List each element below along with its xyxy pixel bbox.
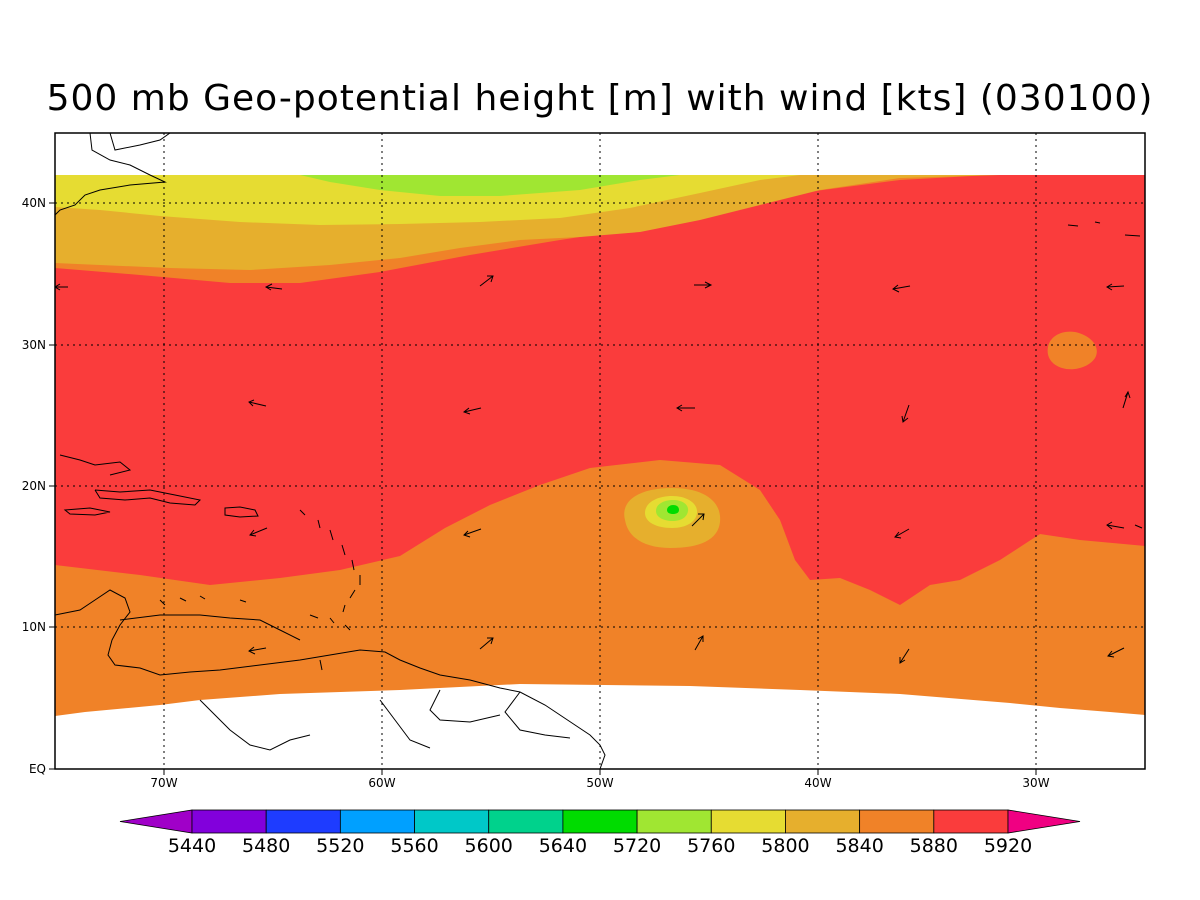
x-tick-label: 30W: [1022, 776, 1049, 790]
south-america-coast: [55, 589, 606, 769]
arrow-icon: [1106, 283, 1125, 291]
arrow-icon: [479, 275, 494, 287]
arrow-icon: [264, 283, 283, 291]
arrow-icon: [1122, 390, 1131, 409]
colorbar-swatch: [414, 809, 490, 834]
arrow-icon: [249, 527, 268, 537]
colorbar-swatch: [265, 809, 341, 834]
x-tick-label: 60W: [368, 776, 395, 790]
colorbar: 5440 5480 5520 5560 5600 5640 5720 5760 5800 5840…: [119, 809, 1081, 857]
colorbar-label: 5640: [539, 835, 587, 857]
colorbar-label: 5760: [687, 835, 735, 857]
colorbar-swatch: [859, 809, 935, 834]
north-america-coast-upper: [109, 133, 171, 151]
colorbar-swatch: [339, 809, 415, 834]
arrow-icon: [248, 646, 267, 655]
azores-islands: [1067, 221, 1141, 237]
colorbar-label: 5600: [465, 835, 513, 857]
x-tick-label: 70W: [150, 776, 177, 790]
colorbar-label: 5800: [761, 835, 809, 857]
colorbar-label: 5920: [984, 835, 1032, 857]
colorbar-swatch: [933, 809, 1009, 834]
contour-5920: [55, 175, 1145, 605]
contour-5880-blob: [1047, 331, 1097, 370]
x-tick-label: 40W: [804, 776, 831, 790]
lesser-antilles: [299, 509, 361, 613]
colorbar-label: 5440: [168, 835, 216, 857]
arrow-icon: [55, 283, 68, 291]
wind-vectors: [55, 275, 1131, 664]
colorbar-label: 5840: [835, 835, 883, 857]
colorbar-swatch: [785, 809, 861, 834]
colorbar-swatch: [636, 809, 712, 834]
x-tick-label: 50W: [586, 776, 613, 790]
y-tick-label: 20N: [22, 479, 46, 493]
contour-low-5720: [667, 505, 679, 514]
grid-lines: [55, 133, 1145, 769]
caribbean-small-islands: [159, 595, 351, 671]
y-tick-label: 10N: [22, 620, 46, 634]
arrow-icon: [676, 404, 695, 412]
arrow-icon: [1106, 521, 1125, 530]
arrow-icon: [1107, 647, 1125, 658]
arrow-icon: [463, 528, 482, 538]
arrow-icon: [901, 404, 910, 423]
colorbar-swatch: [710, 809, 786, 834]
colorbar-swatch: [1007, 809, 1081, 834]
north-america-coast: [55, 133, 167, 216]
y-tick-label: 40N: [22, 196, 46, 210]
colorbar-label: 5880: [910, 835, 958, 857]
contour-5760: [300, 175, 680, 196]
arrow-icon: [479, 637, 494, 650]
plot-area: [55, 133, 1145, 769]
arrow-icon: [694, 281, 713, 289]
chart-title: 500 mb Geo-potential height [m] with win…: [46, 78, 1154, 119]
colorbar-label: 5520: [316, 835, 364, 857]
y-tick-label: EQ: [29, 762, 46, 776]
colorbar-swatch: [562, 809, 638, 834]
arrow-icon: [691, 513, 705, 527]
contour-5800: [55, 175, 800, 225]
axis-ticks: [49, 202, 1037, 775]
arrow-icon: [892, 284, 911, 293]
colorbar-swatch: [191, 809, 267, 834]
colorbar-swatch: [488, 809, 564, 834]
arrow-icon: [694, 635, 704, 651]
arrow-icon: [894, 528, 910, 539]
colorbar-label: 5480: [242, 835, 290, 857]
colorbar-label: 5560: [390, 835, 438, 857]
arrow-icon: [248, 399, 267, 407]
y-tick-label: 30N: [22, 338, 46, 352]
arrow-icon: [462, 407, 482, 415]
canary-islands: [1134, 524, 1143, 529]
coastlines: [55, 133, 1143, 769]
arrow-icon: [899, 648, 910, 664]
south-america-inland: [119, 614, 571, 751]
colorbar-swatch: [119, 809, 193, 834]
colorbar-label: 5720: [613, 835, 661, 857]
greater-antilles: [59, 454, 259, 518]
